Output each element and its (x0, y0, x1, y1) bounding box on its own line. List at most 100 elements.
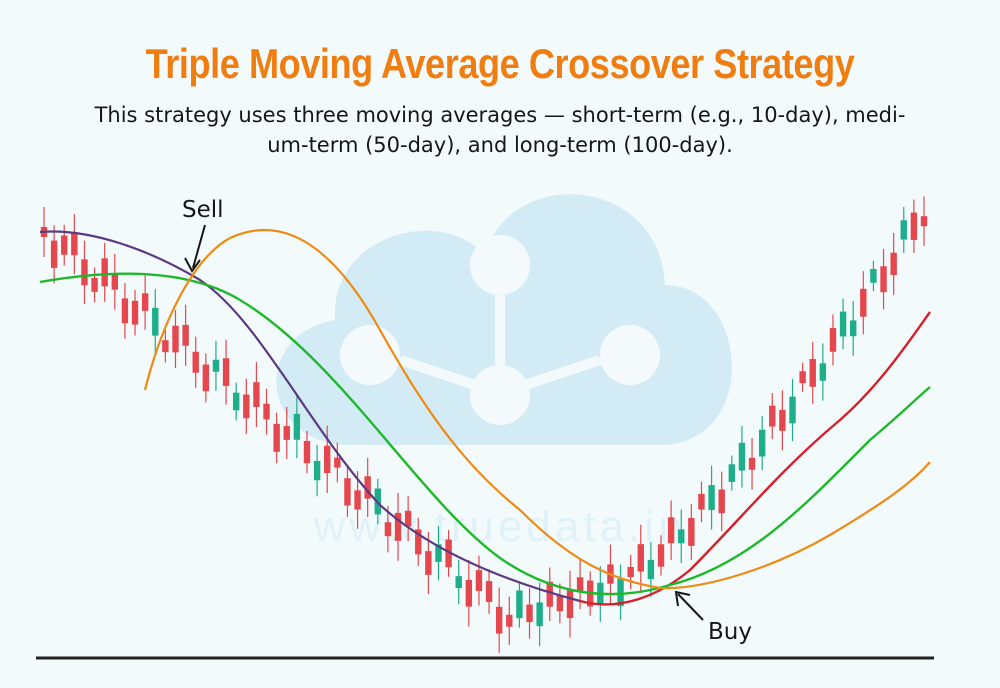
candle-body (71, 232, 78, 256)
candle-body (920, 216, 928, 227)
candle-body (91, 277, 98, 292)
medium-term-ma-line (39, 272, 931, 596)
short-term-ma-line (143, 228, 931, 590)
candle-body (384, 522, 392, 537)
candle-body (576, 577, 584, 592)
candle-body (485, 581, 493, 602)
candle-body (799, 371, 806, 384)
candle-body (758, 429, 766, 457)
candle-body (283, 426, 290, 440)
candle-body (263, 403, 270, 420)
watermark-logo (276, 194, 732, 445)
candle-body (849, 320, 857, 337)
candle-body (870, 268, 877, 283)
candlestick-series (40, 196, 928, 653)
candle-body (152, 307, 159, 336)
candle-body (667, 517, 675, 544)
candle-body (81, 259, 88, 286)
candle-body (344, 478, 351, 506)
candle-body (627, 566, 634, 578)
candle-body (425, 551, 432, 575)
subtitle-line-2: um-term (50-day), and long-term (100-day… (267, 133, 733, 157)
candle-body (404, 510, 412, 527)
candle-body (182, 324, 189, 346)
candle-body (324, 445, 331, 474)
candle-body (688, 517, 695, 546)
candle-body (698, 493, 705, 510)
candle-body (657, 544, 665, 567)
candle-body (516, 590, 523, 619)
candle-body (769, 405, 776, 427)
candle-body (637, 544, 644, 572)
candle-body (222, 358, 230, 386)
candle-body (566, 590, 574, 619)
candle-body (61, 235, 68, 255)
candle-body (819, 363, 827, 381)
candle-body (475, 570, 483, 592)
candle-body (141, 293, 149, 311)
subtitle-line-1: This strategy uses three moving averages… (94, 103, 906, 127)
candle-body (313, 460, 321, 481)
candle-body (829, 328, 837, 352)
candle-body (910, 212, 918, 240)
candle-body (232, 392, 240, 411)
candle-body (445, 539, 452, 568)
candle-body (212, 359, 220, 372)
candle-body (536, 602, 543, 627)
candle-body (495, 606, 503, 634)
candle-body (334, 457, 341, 468)
candle-body (465, 579, 473, 607)
candle-body (172, 325, 179, 353)
candle-body (728, 464, 736, 482)
sell-arrow (192, 224, 206, 269)
candle-body (50, 240, 58, 268)
candle-body (253, 382, 260, 408)
buy-arrow (677, 593, 704, 621)
candle-body (111, 273, 119, 290)
sell-label: Sell (182, 197, 224, 223)
candle-body (303, 440, 311, 464)
chart-subtitle: This strategy uses three moving averages… (60, 100, 940, 160)
candle-body (364, 476, 371, 499)
buy-arrow-head (674, 590, 691, 607)
chart-title: Triple Moving Average Crossover Strategy (145, 40, 855, 87)
candle-body (556, 595, 564, 612)
candle-body (789, 396, 796, 424)
candle-body (860, 288, 867, 317)
candle-body (101, 258, 108, 287)
candle-body (506, 614, 513, 627)
candle-body (718, 489, 725, 514)
candle-body (748, 457, 756, 470)
candle-body (890, 252, 897, 276)
candle-body (202, 364, 210, 392)
buy-label: Buy (708, 619, 752, 645)
long-term-ma-line (39, 230, 581, 603)
candle-body (394, 512, 402, 541)
candle-body (455, 576, 462, 589)
candle-body (779, 409, 786, 431)
candle-body (880, 266, 887, 293)
candle-body (121, 298, 129, 324)
candle-body (678, 529, 685, 544)
candle-body (647, 559, 655, 580)
candle-body (192, 351, 199, 373)
candle-body (162, 340, 169, 353)
candle-body (293, 413, 301, 440)
candle-body (273, 423, 280, 452)
candle-body (809, 359, 816, 387)
candle-body (900, 220, 907, 240)
candle-body (738, 442, 746, 471)
candle-body (546, 581, 553, 607)
candle-body (354, 490, 361, 510)
candle-body (131, 300, 139, 325)
candle-body (708, 485, 715, 511)
candle-body (415, 529, 422, 555)
candle-body (435, 544, 442, 562)
candle-body (839, 311, 847, 337)
candle-body (243, 394, 250, 419)
sell-arrow-head (184, 257, 201, 273)
candle-body (526, 604, 533, 623)
candle-body (617, 578, 624, 607)
long-term-ma-line-after (579, 311, 931, 606)
